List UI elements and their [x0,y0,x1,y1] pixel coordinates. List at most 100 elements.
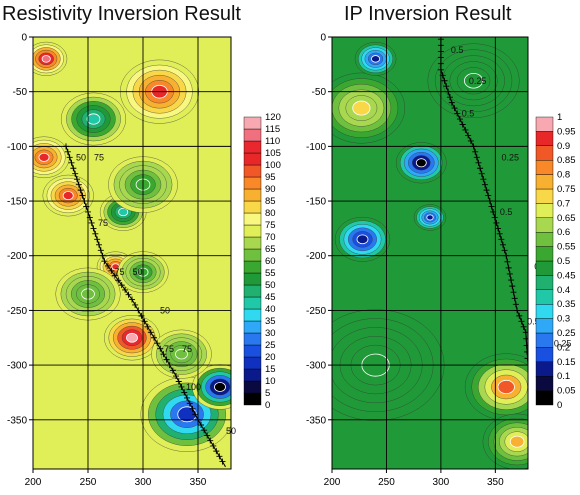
colorbar-swatch [243,344,262,358]
y-tick-label: -300 [306,361,326,372]
borehole-marker [75,181,82,188]
borehole-marker [505,264,512,271]
colorbar-swatch [243,116,262,130]
colorbar-swatch [243,176,262,190]
colorbar-tick-label: 0.1 [557,371,570,382]
colorbar-tick-label: 40 [265,304,276,315]
colorbar-tick-label: 0 [265,400,270,411]
colorbar-tick-label: 95 [265,172,276,183]
colorbar-tick-label: 0.7 [557,198,570,209]
borehole-marker [79,192,86,199]
borehole-marker [470,143,477,150]
borehole-marker [512,301,519,308]
colorbar-swatch [535,289,554,305]
y-tick-label: -250 [7,306,27,317]
borehole-marker [501,247,508,254]
colorbar-tick-label: 0.75 [557,184,576,195]
borehole-marker [163,356,170,363]
colorbar-tick-label: 70 [265,232,276,243]
borehole-marker [508,277,515,284]
colorbar-swatch [535,188,554,204]
borehole-marker [86,214,93,221]
colorbar-tick-label: 115 [265,124,280,135]
borehole-marker [504,258,511,265]
colorbar-tick-label: 110 [265,136,280,147]
field-blob-band [214,382,226,392]
colorbar-tick-label: 50 [265,280,276,291]
colorbar-tick-label: 75 [265,220,276,231]
x-tick-label: 300 [135,477,152,488]
colorbar-tick-label: 60 [265,256,276,267]
y-tick-label: -250 [306,306,326,317]
contour-label: 0.5 [462,109,475,119]
colorbar-swatch [243,224,262,238]
colorbar-tick-label: 100 [265,160,281,171]
contour-label: 0.25 [469,76,487,86]
borehole-marker [83,203,90,210]
contour-label: 50 [160,305,170,315]
borehole-marker [147,329,154,336]
colorbar-swatch [243,140,262,154]
colorbar-swatch [535,260,554,276]
borehole-marker [448,99,455,106]
y-tick-label: -150 [7,197,27,208]
colorbar-swatch [535,318,554,334]
y-tick-label: -200 [7,251,27,262]
borehole-marker [524,348,528,355]
colorbar-tick-label: 90 [265,184,276,195]
colorbar-tick-label: 0.9 [557,141,570,152]
field-blob-band [509,435,525,448]
colorbar-swatch [535,203,554,218]
borehole-marker [480,176,487,183]
borehole-marker [437,60,444,67]
colorbar-swatch [243,152,262,166]
borehole-marker [125,291,132,298]
borehole-marker [96,241,102,248]
borehole-marker [132,301,139,308]
field-blob-band [352,100,371,116]
borehole-marker [511,295,518,302]
y-tick-label: -150 [306,197,326,208]
colorbar-tick-label: 0.25 [557,328,576,339]
contour-label: 0.5 [451,45,464,55]
borehole-marker [135,307,142,314]
borehole-marker [437,54,444,61]
borehole-marker [129,296,135,303]
colorbar-tick-label: 25 [265,340,276,351]
colorbar-swatch [535,275,554,290]
colorbar-swatch [243,392,262,406]
borehole-marker [475,159,482,166]
colorbar-swatch [535,131,554,146]
colorbar-tick-label: 1 [557,112,562,123]
borehole-marker [485,192,492,199]
borehole-marker [169,367,176,374]
borehole-marker [523,342,528,349]
borehole-marker [104,262,111,269]
borehole-marker [144,323,151,330]
borehole-marker [85,208,91,215]
borehole-marker [445,88,452,95]
borehole-marker [175,378,182,385]
colorbar-swatch [535,174,554,190]
borehole-marker [495,225,502,232]
borehole-marker [77,187,84,194]
colorbar-swatch [243,284,262,298]
borehole-marker [496,230,503,237]
borehole-marker [115,277,122,284]
colorbar-swatch [535,304,554,319]
borehole-marker [491,214,498,221]
colorbar-swatch [535,390,554,406]
borehole-marker [520,323,527,330]
borehole-marker [483,187,490,194]
colorbar-swatch [535,347,554,362]
y-tick-label: 0 [21,33,27,44]
colorbar-tick-label: 0.95 [557,126,576,137]
colorbar-swatch [535,159,554,175]
contour-label: 75 [94,152,104,162]
borehole-marker [437,42,444,49]
borehole-marker [160,351,167,358]
borehole-marker [198,422,205,429]
chart-title-ip: IP Inversion Result [344,3,512,25]
borehole-marker [210,442,217,449]
borehole-marker [499,241,506,248]
